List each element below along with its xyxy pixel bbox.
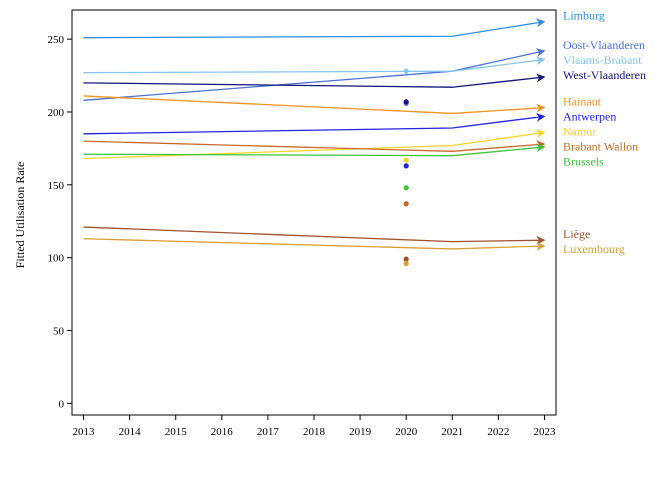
series-line xyxy=(83,73,546,88)
x-tick-label: 2013 xyxy=(73,426,96,438)
observed-point xyxy=(403,163,409,169)
y-tick-label: 50 xyxy=(53,326,65,338)
series-line xyxy=(83,95,546,115)
legend-label: Namur xyxy=(563,125,596,139)
y-axis-title: Fitted Utilisation Rate xyxy=(13,162,27,269)
y-tick-label: 250 xyxy=(48,34,65,46)
observed-point xyxy=(403,185,409,191)
x-tick-label: 2018 xyxy=(303,426,326,438)
legend-label: Antwerpen xyxy=(563,110,616,124)
x-tick-label: 2017 xyxy=(257,426,280,438)
x-tick-label: 2016 xyxy=(211,426,234,438)
y-tick-label: 0 xyxy=(59,398,65,410)
observed-points xyxy=(403,68,409,267)
legend-label: West-Vlaanderen xyxy=(563,68,646,82)
x-tick-label: 2020 xyxy=(395,426,418,438)
x-tick-label: 2015 xyxy=(165,426,188,438)
observed-point xyxy=(403,201,409,207)
legend-label: Vlaams-Brabant xyxy=(563,53,642,67)
plot-frame xyxy=(71,9,557,416)
legend-label: Hainaut xyxy=(563,95,602,109)
legend: Limburg Oost-VlaanderenVlaams-BrabantWest… xyxy=(563,9,646,257)
legend-label: Liège xyxy=(563,227,590,241)
legend-label: Limburg xyxy=(563,9,605,23)
x-tick-label: 2023 xyxy=(533,426,556,438)
series-line xyxy=(83,48,546,101)
observed-point xyxy=(403,260,409,267)
observed-point xyxy=(403,68,409,74)
legend-label: Luxembourg xyxy=(563,242,625,256)
y-tick-label: 200 xyxy=(48,107,65,119)
observed-point xyxy=(403,157,409,163)
series-line xyxy=(83,226,546,245)
observed-point xyxy=(403,99,409,105)
x-tick-label: 2019 xyxy=(349,426,372,438)
y-tick-label: 100 xyxy=(48,253,65,265)
series-line xyxy=(83,143,546,157)
series-line xyxy=(83,56,546,74)
legend-label: Oost-Vlaanderen xyxy=(563,38,645,52)
legend-label: Brabant Wallon xyxy=(563,140,638,154)
y-tick-label: 150 xyxy=(48,180,65,192)
observed-point xyxy=(403,256,409,262)
y-axis: 0 50 100 150 200 250 xyxy=(48,34,72,410)
series-line xyxy=(83,238,546,251)
x-tick-label: 2014 xyxy=(119,426,142,438)
x-tick-label: 2022 xyxy=(487,426,509,438)
x-tick-label: 2021 xyxy=(441,426,463,438)
series-line xyxy=(83,112,546,135)
series-lines xyxy=(83,18,546,251)
series-line xyxy=(83,140,546,152)
x-axis: 2013 2014 2015 2016 2017 2018 2019 2020 2021 2022… xyxy=(73,415,556,438)
legend-label: Brussels xyxy=(563,155,604,169)
series-line xyxy=(83,18,546,39)
